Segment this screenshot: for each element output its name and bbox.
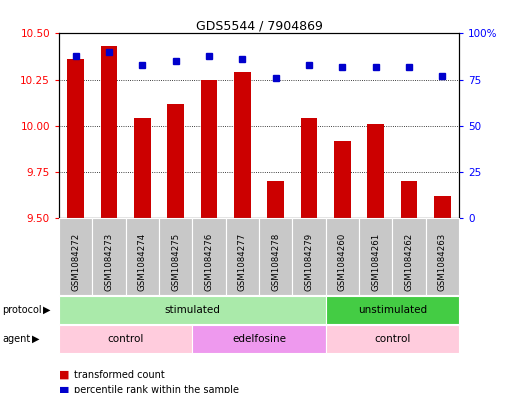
Text: GSM1084273: GSM1084273 [105,233,113,291]
Text: transformed count: transformed count [74,369,165,380]
Bar [267,181,284,218]
Text: GSM1084263: GSM1084263 [438,233,447,291]
Text: stimulated: stimulated [165,305,220,315]
Bar [301,118,318,218]
Text: GSM1084262: GSM1084262 [405,233,413,291]
Bar [101,46,117,218]
Text: GSM1084261: GSM1084261 [371,233,380,291]
Text: agent: agent [3,334,31,344]
Text: GSM1084276: GSM1084276 [205,233,213,291]
Text: GSM1084278: GSM1084278 [271,233,280,291]
Bar [401,181,418,218]
Text: GSM1084272: GSM1084272 [71,233,80,291]
Bar [134,118,151,218]
Text: percentile rank within the sample: percentile rank within the sample [74,385,240,393]
Bar [67,59,84,218]
Text: control: control [108,334,144,344]
Text: ▶: ▶ [32,334,40,344]
Text: GSM1084277: GSM1084277 [238,233,247,291]
Bar [367,124,384,218]
Bar [334,141,351,218]
Bar [234,72,251,218]
Text: ■: ■ [59,385,69,393]
Text: control: control [374,334,410,344]
Text: GSM1084260: GSM1084260 [338,233,347,291]
Text: GSM1084274: GSM1084274 [138,233,147,291]
Bar [167,104,184,218]
Bar [201,79,218,218]
Title: GDS5544 / 7904869: GDS5544 / 7904869 [195,19,323,32]
Text: GSM1084275: GSM1084275 [171,233,180,291]
Text: unstimulated: unstimulated [358,305,427,315]
Text: GSM1084279: GSM1084279 [305,233,313,291]
Bar [434,196,451,218]
Text: ■: ■ [59,369,69,380]
Text: protocol: protocol [3,305,42,315]
Text: ▶: ▶ [43,305,50,315]
Text: edelfosine: edelfosine [232,334,286,344]
